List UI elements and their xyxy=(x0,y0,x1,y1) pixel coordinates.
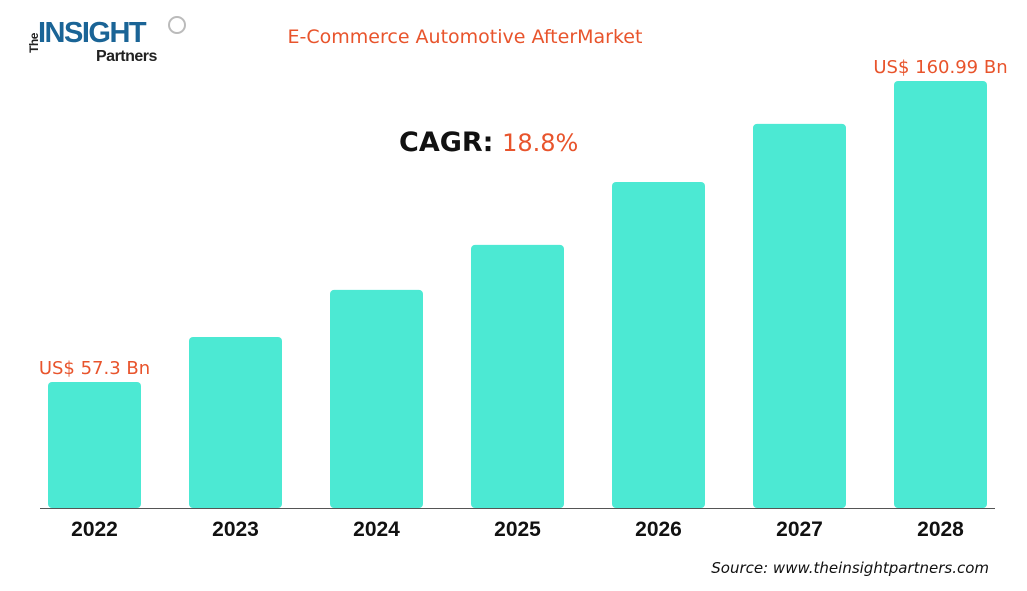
x-tick-label: 2027 xyxy=(776,518,823,541)
cagr-annotation: CAGR: 18.8% xyxy=(399,127,578,158)
bar-2028 xyxy=(894,80,987,508)
cagr-label: CAGR: xyxy=(399,127,494,158)
source-note: Source: www.theinsightpartners.com xyxy=(711,559,989,577)
x-tick-label: 2026 xyxy=(635,518,682,541)
cagr-value: 18.8% xyxy=(502,129,579,157)
bar-2027 xyxy=(753,123,846,508)
x-tick-label: 2028 xyxy=(917,518,964,541)
bar-2026 xyxy=(612,181,705,508)
bar-2022 xyxy=(48,381,141,508)
chart-title: E-Commerce Automotive AfterMarket xyxy=(287,26,643,48)
x-tick-label: 2024 xyxy=(353,518,400,541)
x-tick-label: 2023 xyxy=(212,518,259,541)
bar-2025 xyxy=(471,244,564,508)
bar-2023 xyxy=(189,336,282,508)
data-label-2028: US$ 160.99 Bn xyxy=(873,57,1007,78)
logo: The INSIGHT Partners xyxy=(27,14,186,70)
bar-2024 xyxy=(330,289,423,508)
data-label-2022: US$ 57.3 Bn xyxy=(39,358,150,379)
x-tick-label: 2025 xyxy=(494,518,541,541)
x-tick-label: 2022 xyxy=(71,518,118,541)
